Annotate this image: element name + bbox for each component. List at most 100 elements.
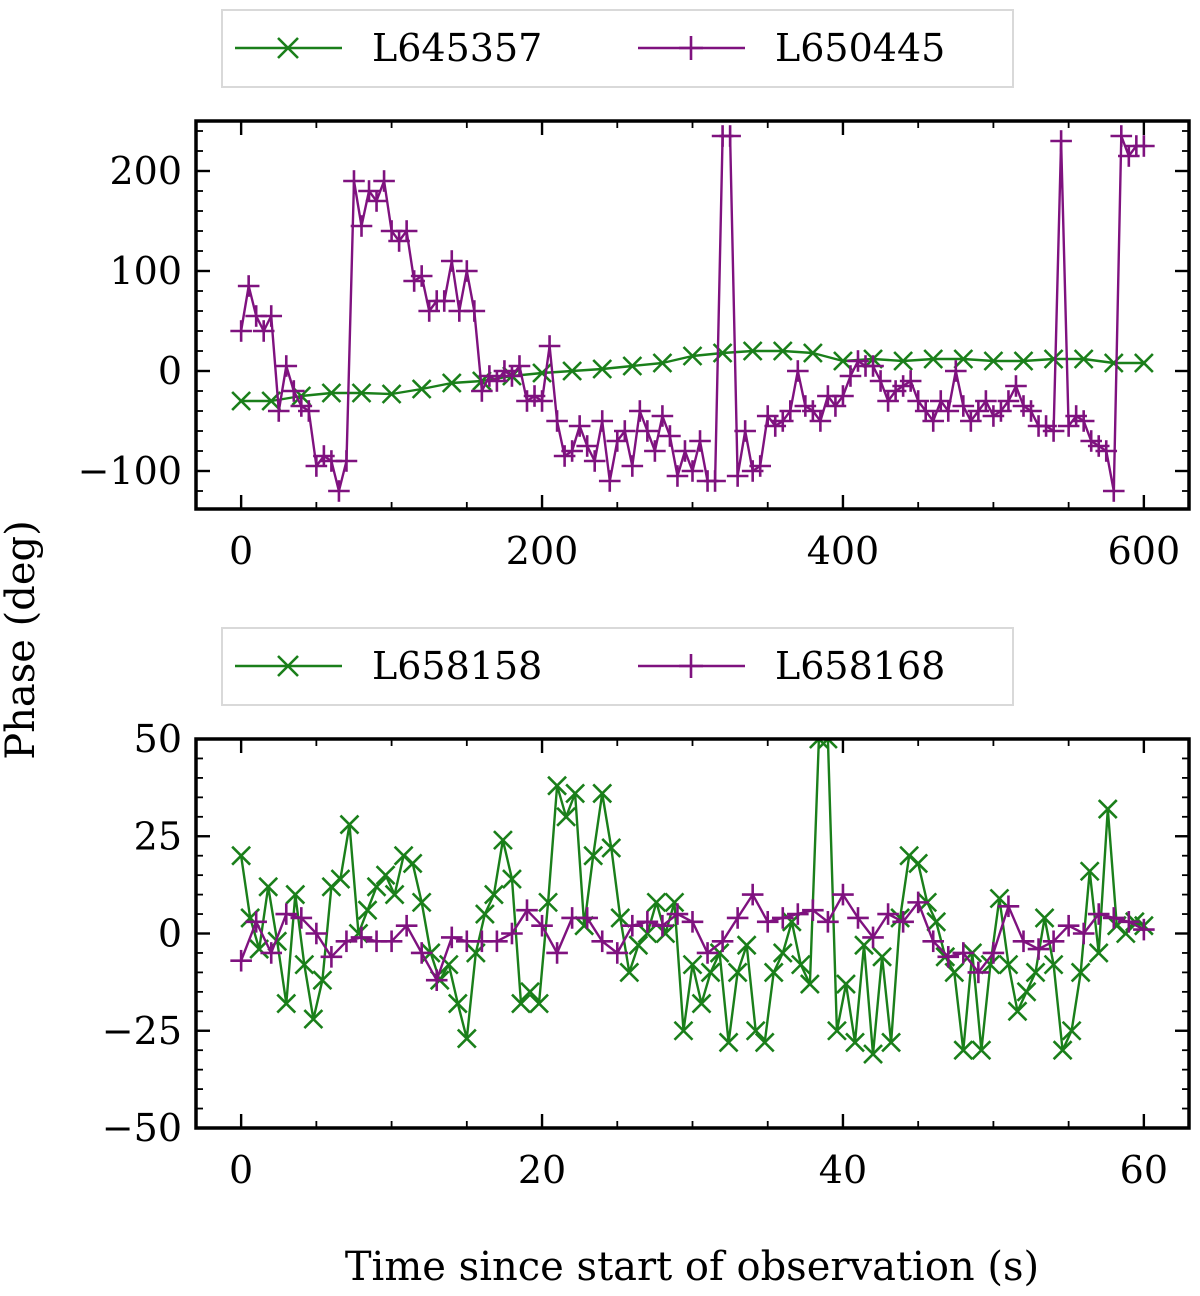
data-point-L658158 (556, 806, 577, 827)
data-point-L658168 (290, 907, 313, 929)
data-point-L658168 (771, 907, 794, 929)
data-point-L658158 (610, 908, 631, 928)
data-point-L658158 (303, 1009, 324, 1029)
data-point-L658158 (474, 904, 495, 924)
data-point-L650445 (568, 415, 591, 437)
data-point-L645357 (1073, 349, 1094, 369)
data-point-L650445 (689, 430, 711, 452)
data-point-L658168 (245, 911, 267, 933)
data-point-L650445 (636, 420, 659, 442)
data-point-L658168 (531, 914, 553, 937)
data-point-L658168 (832, 883, 854, 906)
data-point-L658168 (651, 914, 674, 937)
data-point-L658158 (520, 981, 540, 1002)
data-point-L650445 (260, 305, 283, 327)
data-point-L658158 (483, 884, 504, 905)
data-point-L658158 (890, 908, 911, 928)
data-point-L658158 (628, 935, 649, 956)
y-tick-label: 200 (109, 149, 182, 193)
y-axis-label: Phase (deg) (0, 520, 44, 760)
legend-marker-L658168 (679, 654, 703, 678)
data-point-L658168 (1133, 918, 1155, 941)
data-point-L650445 (576, 435, 598, 457)
x-tick-label: 0 (229, 1148, 253, 1192)
y-tick-label: 25 (134, 814, 182, 858)
data-point-L658158 (601, 838, 622, 858)
data-point-L658158 (1052, 1040, 1073, 1061)
data-point-L658168 (922, 930, 945, 953)
data-point-L650445 (922, 410, 945, 432)
data-point-L658168 (756, 911, 779, 933)
data-point-L658158 (673, 1020, 694, 1041)
data-point-L650445 (779, 400, 802, 422)
y-tick-label: 0 (158, 349, 182, 393)
data-point-L650445 (471, 380, 493, 402)
data-point-L658168 (787, 903, 809, 925)
data-point-L650445 (440, 250, 463, 272)
data-point-L658158 (529, 993, 549, 1014)
data-point-L658158 (592, 783, 613, 804)
series-group (230, 125, 1155, 502)
data-point-L650445 (395, 220, 418, 242)
data-point-L658168 (741, 883, 764, 906)
data-point-L650445 (463, 300, 486, 322)
data-point-L658158 (1034, 908, 1055, 928)
data-point-L658168 (907, 891, 929, 914)
data-point-L645357 (652, 353, 673, 373)
data-point-L650445 (350, 215, 373, 237)
data-point-L650445 (975, 390, 997, 412)
data-point-L645357 (1013, 351, 1034, 371)
data-point-L650445 (674, 440, 696, 462)
data-point-L658168 (230, 949, 252, 972)
data-point-L658158 (330, 869, 351, 889)
data-point-L650445 (546, 410, 568, 432)
data-point-L645357 (1133, 353, 1154, 373)
data-point-L658168 (847, 907, 869, 929)
data-point-L658168 (997, 895, 1020, 918)
data-point-L645357 (351, 383, 372, 403)
data-point-L658158 (881, 1032, 902, 1053)
data-point-L658168 (486, 930, 508, 953)
data-point-L658168 (546, 942, 568, 964)
x-axis-label: Time since start of observation (s) (345, 1244, 1039, 1290)
data-point-L658158 (998, 954, 1019, 975)
data-point-L658158 (745, 1020, 766, 1041)
data-point-L658158 (1007, 1001, 1028, 1022)
data-point-L658158 (727, 962, 748, 983)
data-point-L658168 (1012, 930, 1035, 953)
legend-top: L645357 L650445 (221, 9, 1014, 88)
data-point-L650445 (1102, 480, 1125, 502)
data-point-L658158 (294, 954, 315, 975)
data-point-L658168 (892, 911, 914, 933)
data-point-L658168 (681, 911, 704, 933)
legend-label: L658158 (372, 644, 542, 688)
data-point-L658158 (989, 888, 1010, 909)
x-tick-label: 400 (807, 529, 880, 573)
data-point-L650445 (749, 455, 772, 477)
data-point-L658168 (937, 946, 960, 968)
data-point-L650445 (583, 450, 606, 472)
data-point-L658168 (425, 969, 448, 991)
data-point-L658158 (700, 962, 721, 983)
data-point-L658158 (447, 993, 468, 1014)
data-point-L658168 (1042, 930, 1065, 953)
data-point-L645357 (742, 341, 763, 361)
data-point-L658168 (666, 903, 689, 925)
data-point-L658158 (655, 923, 676, 944)
data-point-L650445 (282, 380, 305, 402)
data-point-L658158 (1070, 962, 1091, 983)
data-point-L658158 (384, 884, 405, 905)
data-point-L650445 (538, 335, 561, 357)
data-point-L658158 (1016, 981, 1037, 1002)
data-point-L645357 (802, 343, 823, 363)
data-point-L658158 (799, 974, 820, 994)
data-point-L658168 (320, 946, 343, 968)
data-point-L650445 (531, 390, 553, 412)
data-point-L658168 (1027, 938, 1050, 960)
data-point-L658158 (772, 943, 793, 963)
data-point-L650445 (809, 410, 832, 432)
x-tick-label: 200 (506, 529, 579, 573)
data-point-L658168 (711, 930, 734, 953)
y-tick-label: −100 (78, 449, 182, 493)
data-point-L658158 (926, 911, 947, 932)
